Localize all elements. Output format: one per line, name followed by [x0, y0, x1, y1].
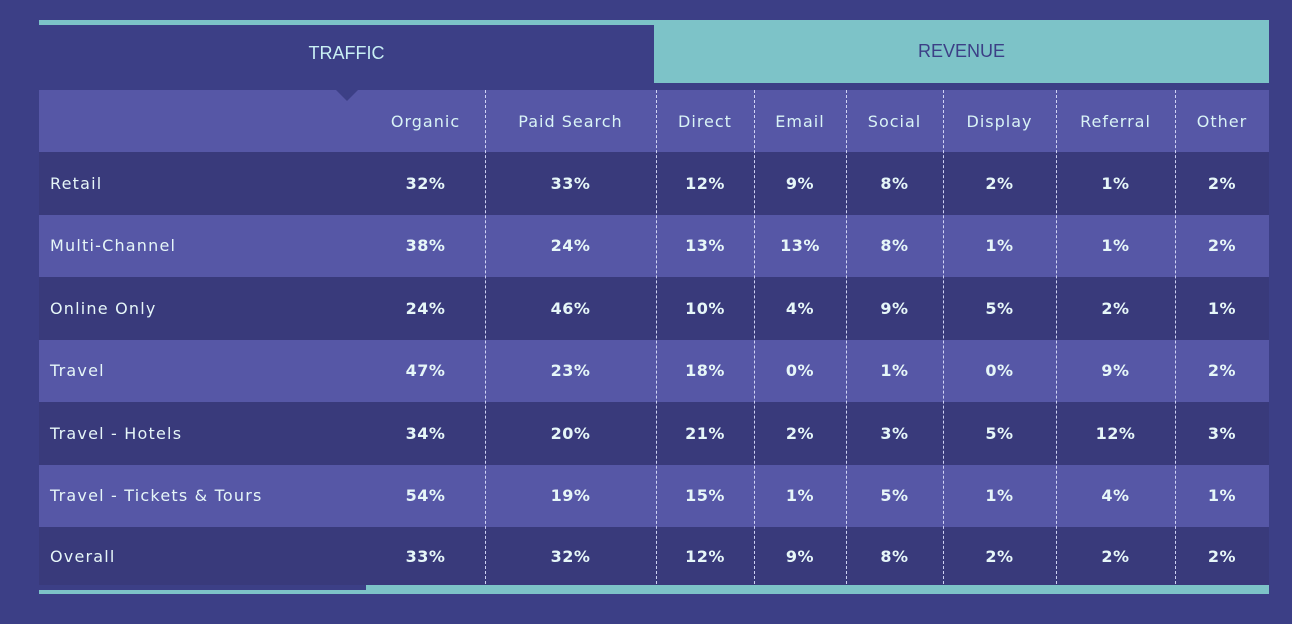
- cell-value: 1%: [1101, 236, 1130, 256]
- cell-value: 12%: [685, 173, 725, 193]
- cell-value: 2%: [1207, 236, 1237, 256]
- column-divider: [754, 90, 755, 584]
- tab-traffic[interactable]: TRAFFIC: [39, 20, 654, 83]
- cell-value: 2%: [1207, 361, 1237, 381]
- column-header-direct: Direct: [678, 111, 732, 131]
- cell-value: 24%: [550, 236, 591, 256]
- cell-value: 47%: [405, 361, 446, 381]
- cell-value: 54%: [405, 486, 446, 506]
- bottom-accent-thick: [366, 585, 1269, 594]
- row-label: Online Only: [50, 298, 157, 318]
- cell-value: 18%: [685, 361, 725, 381]
- row-label: Travel - Tickets & Tours: [50, 486, 263, 506]
- traffic-revenue-panel: TRAFFIC REVENUE Organic Paid Search Dire…: [39, 20, 1269, 594]
- cell-value: 9%: [785, 546, 815, 566]
- row-label: Retail: [50, 173, 103, 193]
- cell-value: 12%: [1095, 423, 1136, 443]
- column-header-other: Other: [1196, 111, 1248, 131]
- tab-traffic-label: TRAFFIC: [308, 43, 385, 63]
- column-divider: [1175, 90, 1176, 584]
- cell-value: 1%: [1207, 486, 1237, 506]
- column-header-organic: Organic: [390, 111, 461, 131]
- cell-value: 0%: [985, 361, 1014, 381]
- cell-value: 33%: [550, 173, 591, 193]
- cell-value: 38%: [405, 236, 446, 256]
- cell-value: 9%: [785, 173, 815, 193]
- column-header-paid-search: Paid Search: [518, 111, 623, 131]
- cell-value: 9%: [880, 298, 909, 318]
- cell-value: 1%: [785, 486, 815, 506]
- header-corner: [39, 90, 366, 152]
- bottom-accent-thin: [39, 590, 366, 594]
- cell-value: 13%: [685, 236, 725, 256]
- cell-value: 15%: [685, 486, 725, 506]
- column-header-social: Social: [867, 111, 922, 131]
- cell-value: 4%: [785, 298, 815, 318]
- column-divider: [656, 90, 657, 584]
- cell-value: 8%: [880, 546, 909, 566]
- cell-value: 9%: [1101, 361, 1130, 381]
- cell-value: 32%: [405, 173, 446, 193]
- cell-value: 4%: [1101, 486, 1130, 506]
- cell-value: 5%: [985, 423, 1014, 443]
- table-row: Travel 47% 23% 18% 0% 1% 0% 9% 2%: [39, 339, 1269, 402]
- table-header-row: Organic Paid Search Direct Email Social …: [39, 90, 1269, 152]
- column-header-email: Email: [775, 111, 825, 131]
- tab-traffic-active-indicator: [39, 20, 654, 25]
- row-label: Travel: [50, 361, 105, 381]
- cell-value: 1%: [1101, 173, 1130, 193]
- row-label: Overall: [50, 546, 116, 566]
- cell-value: 19%: [550, 486, 591, 506]
- row-label: Multi-Channel: [50, 236, 177, 256]
- table-row: Travel - Hotels 34% 20% 21% 2% 3% 5% 12%…: [39, 402, 1269, 465]
- bottom-accent-bar: [39, 585, 1269, 594]
- cell-value: 1%: [985, 486, 1014, 506]
- cell-value: 3%: [1207, 423, 1237, 443]
- cell-value: 13%: [780, 236, 820, 256]
- cell-value: 2%: [1207, 546, 1237, 566]
- cell-value: 33%: [405, 546, 446, 566]
- cell-value: 46%: [550, 298, 591, 318]
- table-row-overall: Overall 33% 32% 12% 9% 8% 2% 2% 2%: [39, 527, 1269, 585]
- column-header-referral: Referral: [1080, 111, 1151, 131]
- table-row: Travel - Tickets & Tours 54% 19% 15% 1% …: [39, 464, 1269, 527]
- cell-value: 5%: [985, 298, 1014, 318]
- cell-value: 2%: [985, 546, 1014, 566]
- cell-value: 1%: [880, 361, 909, 381]
- traffic-table: Organic Paid Search Direct Email Social …: [39, 90, 1269, 585]
- tab-revenue[interactable]: REVENUE: [654, 20, 1269, 83]
- tab-pointer-arrow: [336, 90, 358, 101]
- cell-value: 8%: [880, 173, 909, 193]
- cell-value: 20%: [550, 423, 591, 443]
- cell-value: 23%: [550, 361, 591, 381]
- tab-bar: TRAFFIC REVENUE: [39, 20, 1269, 83]
- cell-value: 1%: [1207, 298, 1237, 318]
- cell-value: 21%: [685, 423, 725, 443]
- column-divider: [485, 90, 486, 584]
- tab-revenue-label: REVENUE: [917, 41, 1006, 61]
- cell-value: 2%: [985, 173, 1014, 193]
- cell-value: 10%: [685, 298, 725, 318]
- column-header-display: Display: [966, 111, 1033, 131]
- table-row: Multi-Channel 38% 24% 13% 13% 8% 1% 1% 2…: [39, 214, 1269, 277]
- cell-value: 24%: [405, 298, 446, 318]
- column-divider: [846, 90, 847, 584]
- cell-value: 5%: [880, 486, 909, 506]
- cell-value: 1%: [985, 236, 1014, 256]
- table-row: Online Only 24% 46% 10% 4% 9% 5% 2% 1%: [39, 277, 1269, 340]
- cell-value: 8%: [880, 236, 909, 256]
- cell-value: 2%: [785, 423, 815, 443]
- column-divider: [943, 90, 944, 584]
- column-divider: [1056, 90, 1057, 584]
- cell-value: 2%: [1101, 546, 1130, 566]
- cell-value: 2%: [1101, 298, 1130, 318]
- cell-value: 0%: [785, 361, 815, 381]
- cell-value: 32%: [550, 546, 591, 566]
- cell-value: 2%: [1207, 173, 1237, 193]
- cell-value: 3%: [880, 423, 909, 443]
- table-row: Retail 32% 33% 12% 9% 8% 2% 1% 2%: [39, 152, 1269, 215]
- row-label: Travel - Hotels: [50, 423, 183, 443]
- cell-value: 34%: [405, 423, 446, 443]
- cell-value: 12%: [685, 546, 725, 566]
